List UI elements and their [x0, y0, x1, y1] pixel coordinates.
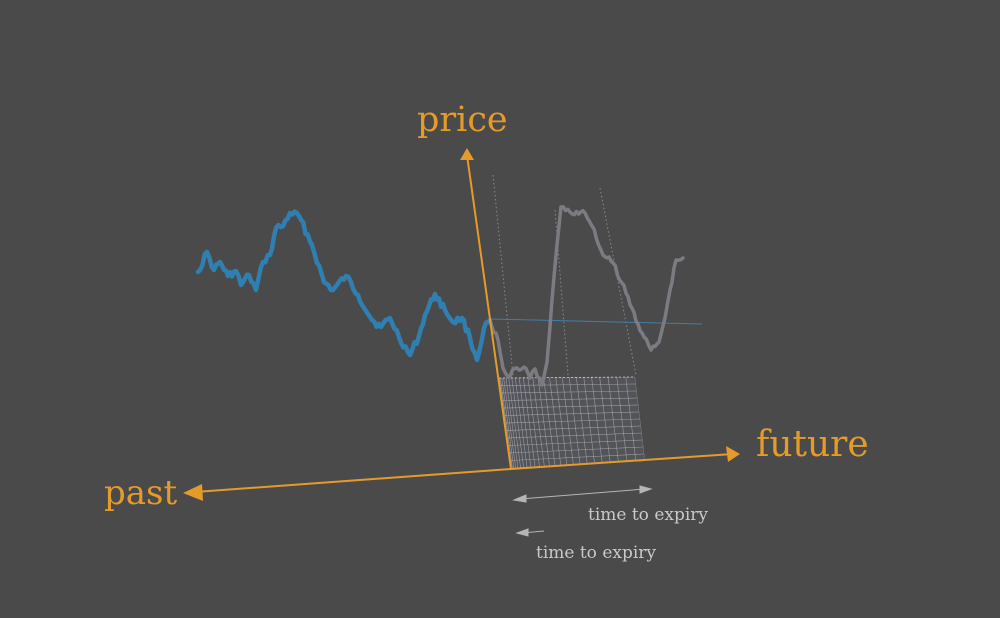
price-axis-arrowhead — [460, 148, 474, 160]
future-axis-label: future — [756, 424, 869, 465]
past-axis — [183, 468, 512, 501]
expiry-arrow-2 — [515, 528, 545, 537]
price-history-line — [195, 209, 493, 363]
guide-lines — [492, 174, 637, 376]
time-to-expiry-label-2: time to expiry — [536, 543, 657, 563]
current-price-line — [489, 318, 703, 325]
future-axis-arrowhead — [726, 446, 740, 462]
past-axis-arrowhead — [183, 484, 203, 501]
expiry-arrow-1 — [512, 485, 653, 503]
price-axis — [460, 148, 512, 470]
projected-price-path — [488, 205, 685, 387]
price-axis-label: price — [417, 100, 508, 140]
future-axis — [510, 446, 740, 470]
expiry-grid-surface — [498, 376, 645, 468]
past-axis-label: past — [104, 473, 178, 513]
time-to-expiry-label-1: time to expiry — [588, 505, 709, 525]
